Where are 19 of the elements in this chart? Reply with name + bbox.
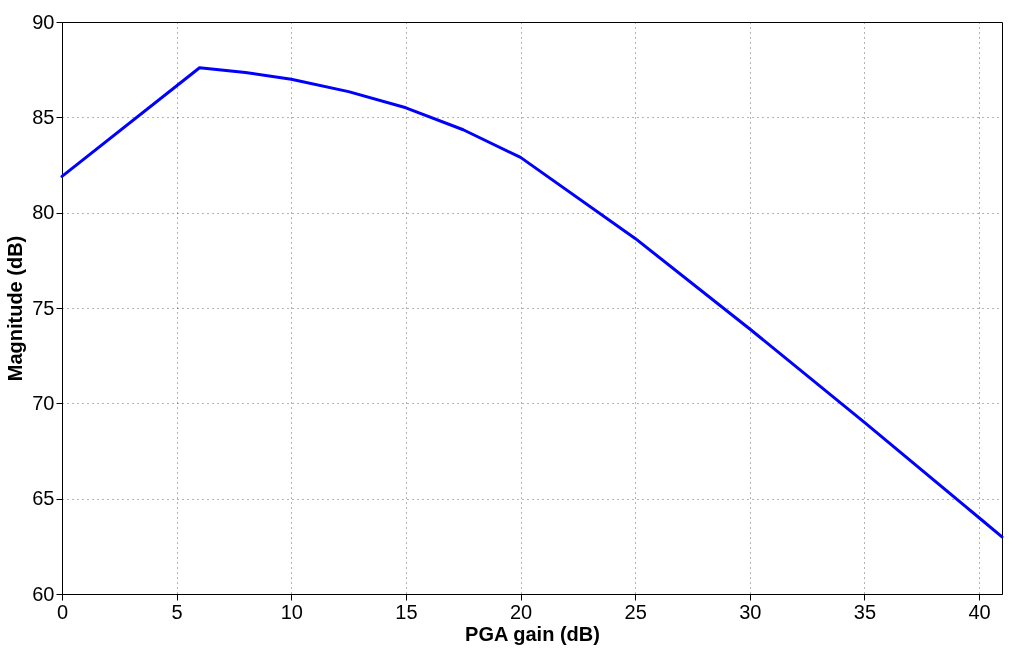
y-tick-label: 65 <box>32 487 55 510</box>
y-tick-label: 60 <box>32 582 55 605</box>
x-tick-label: 5 <box>171 600 183 623</box>
y-tick-label: 85 <box>32 105 55 128</box>
x-axis-title: PGA gain (dB) <box>465 622 600 645</box>
y-tick-label: 80 <box>32 201 55 224</box>
x-tick-label: 30 <box>739 600 762 623</box>
y-tick-label: 70 <box>32 391 55 414</box>
y-tick-label: 90 <box>32 10 55 33</box>
y-axis-title: Magnitude (dB) <box>4 235 27 382</box>
x-tick-label: 20 <box>509 600 533 623</box>
x-tick-label: 10 <box>280 600 303 623</box>
line-series <box>60 66 1004 539</box>
x-tick-label: 40 <box>968 600 991 623</box>
x-tick-label: 35 <box>853 600 877 623</box>
x-tick-label: 15 <box>395 600 418 623</box>
y-tick-label: 75 <box>32 296 55 319</box>
x-tick-label: 25 <box>624 600 647 623</box>
x-tick-label: 0 <box>56 600 69 623</box>
